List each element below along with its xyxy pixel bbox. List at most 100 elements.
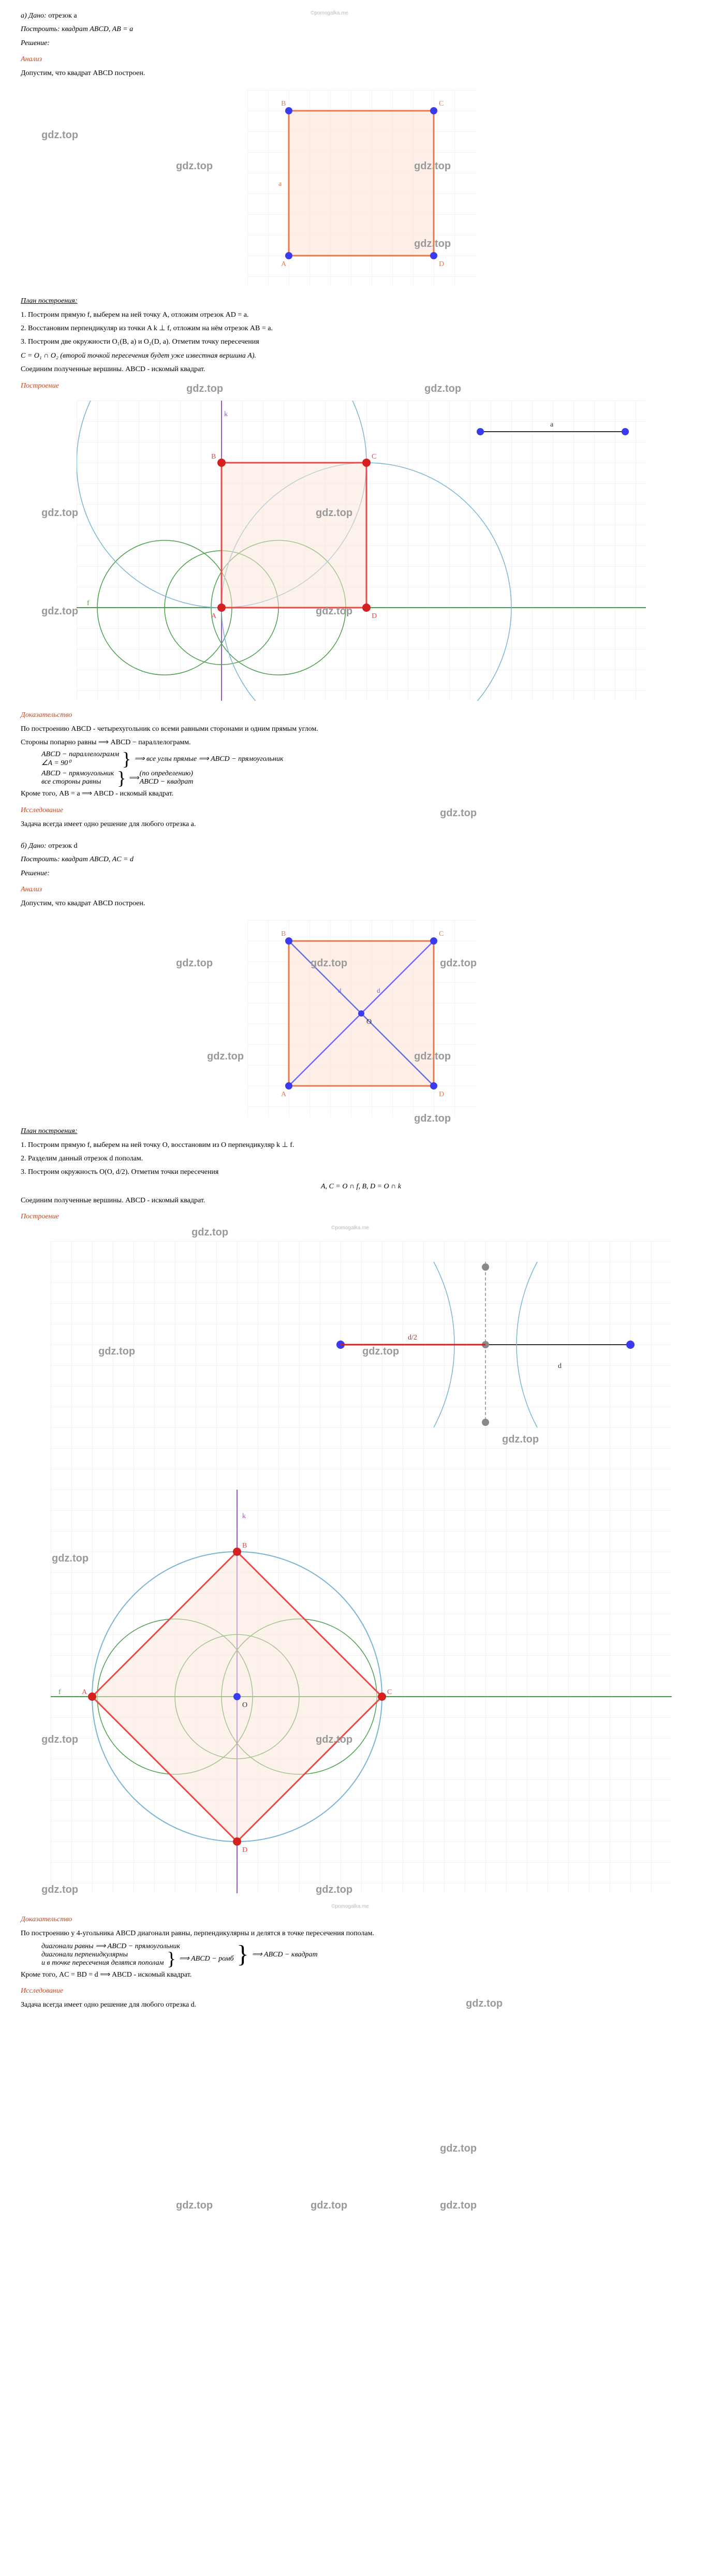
figure-2-svg: f k A D B C a [77, 401, 646, 701]
watermark: gdz.top [440, 2143, 477, 2155]
brace1-l2: ∠A = 90⁰ [41, 759, 119, 768]
build-text-b: квадрат ABCD, AC = d [60, 856, 134, 863]
svg-text:D: D [439, 260, 444, 268]
brace2-l2: все стороны равны [41, 778, 114, 786]
svg-text:a: a [278, 180, 282, 188]
figure-3-svg: A D B C O d d [247, 920, 475, 1117]
svg-text:d: d [558, 1362, 562, 1370]
brace2-l1: ABCD − прямоугольник [41, 770, 114, 778]
svg-text:C: C [439, 100, 444, 108]
svg-text:f: f [58, 1688, 61, 1696]
document-content: ©pomogalka.me а) Дано: отрезок a Построи… [0, 0, 722, 2023]
proof-line1-a: По построению ABCD - четырехугольник со … [21, 724, 701, 735]
svg-text:a: a [550, 421, 554, 429]
analysis-heading-b: Анализ [21, 886, 701, 894]
plan-conclusion-b: Соединим полученные вершины. ABCD - иско… [21, 1195, 701, 1206]
figure-3: A D B C O d d [21, 920, 701, 1117]
svg-text:C: C [372, 453, 376, 461]
build-label-a: Построить: [21, 25, 60, 33]
given-label-b: б) Дано: [21, 842, 47, 850]
figure-2: f k A D B C a [21, 401, 701, 701]
build-text-a: квадрат ABCD, AB = a [60, 25, 134, 33]
given-b: б) Дано: отрезок d [21, 841, 701, 852]
plan-heading-a: План построения: [21, 297, 701, 305]
svg-text:B: B [281, 100, 286, 108]
proof-heading-b: Доказательство [21, 1916, 701, 1924]
given-a: а) Дано: отрезок a [21, 10, 701, 22]
braceb-rinner: ⟹ ABCD − ромб [179, 1954, 234, 1963]
svg-text:B: B [242, 1542, 247, 1550]
build-a: Построить: квадрат ABCD, AB = a [21, 24, 701, 35]
proof-line1-b: По построению у 4-угольника ABCD диагона… [21, 1928, 701, 1939]
brace-icon: } [167, 1951, 176, 1966]
figure-4: d d/2 f k A C B D O [21, 1241, 701, 1893]
proof-brace2-a: ABCD − прямоугольник все стороны равны }… [41, 770, 701, 786]
solution-label-b: Решение: [21, 868, 701, 879]
build-b: Построить: квадрат ABCD, AC = d [21, 854, 701, 865]
plan-step3b-a: C = O₁ ∩ O₂ (второй точкой пересечения б… [21, 350, 701, 362]
svg-text:k: k [224, 410, 228, 418]
brace-icon: } [122, 752, 131, 767]
braceb-l2: диагонали перпенидкулярны [41, 1951, 164, 1959]
svg-text:D: D [372, 612, 377, 620]
watermark: gdz.top [176, 2200, 213, 2212]
plan-conclusion-a: Соединим полученные вершины. ABCD - иско… [21, 364, 701, 375]
proof-last-b: Кроме того, AC = BD = d ⟹ ABCD - искомый… [21, 1969, 701, 1981]
svg-text:O: O [242, 1701, 247, 1709]
given-text-a: отрезок a [47, 12, 77, 20]
watermark: gdz.top [440, 2200, 477, 2212]
svg-text:A: A [82, 1688, 87, 1696]
svg-text:k: k [242, 1512, 246, 1520]
svg-text:d: d [377, 987, 380, 994]
plan-step3-a: 3. Построим две окружности O₁(B, a) и O₂… [21, 336, 701, 348]
brace1-l1: ABCD − параллелограмм [41, 750, 119, 759]
brace1-result: ⟹ все углы прямые ⟹ ABCD − прямоугольник [134, 755, 283, 763]
figure-1-svg: A D B C a [247, 90, 475, 287]
svg-text:d/2: d/2 [408, 1334, 417, 1342]
svg-text:d: d [338, 987, 342, 994]
research-heading-a: Исследование [21, 806, 701, 815]
svg-text:O: O [366, 1018, 372, 1026]
watermark-small-2: ©pomogalka.me [331, 1225, 722, 1231]
brace-icon: } [237, 1945, 249, 1964]
construction-heading-a: Построение [21, 382, 701, 390]
analysis-text-a: Допустим, что квадрат ABCD построен. [21, 68, 701, 79]
brace2-r2: ABCD − квадрат [140, 778, 194, 786]
braceb-l3: и в точке пересечения делятся пополам [41, 1959, 164, 1967]
brace-icon: } [117, 771, 126, 786]
plan-step3b-b: A, C = O ∩ f, B, D = O ∩ k [21, 1183, 701, 1191]
given-text-b: отрезок d [47, 842, 78, 850]
plan-step2-a: 2. Восстановим перпендикуляр из точки A … [21, 323, 701, 334]
given-label-a: а) Дано: [21, 12, 47, 20]
build-label-b: Построить: [21, 856, 60, 863]
proof-heading-a: Доказательство [21, 711, 701, 719]
proof-brace1-a: ABCD − параллелограмм ∠A = 90⁰ } ⟹ все у… [41, 750, 701, 768]
svg-text:A: A [211, 612, 217, 620]
svg-text:A: A [281, 1091, 287, 1098]
plan-heading-b: План построения: [21, 1127, 701, 1136]
svg-text:C: C [387, 1688, 392, 1696]
svg-text:D: D [439, 1091, 444, 1098]
proof-brace-b: диагонали равны ⟹ ABCD − прямоугольник д… [41, 1942, 701, 1967]
braceb-l1: диагонали равны ⟹ ABCD − прямоугольник [41, 1942, 234, 1951]
plan-step1-b: 1. Построим прямую f, выберем на ней точ… [21, 1140, 701, 1151]
proof-last-a: Кроме того, AB = a ⟹ ABCD - искомый квад… [21, 788, 701, 800]
research-heading-b: Исследование [21, 1987, 701, 1995]
proof-line2-a: Стороны попарно равны ⟹ ABCD − параллело… [21, 737, 701, 748]
construction-heading-b: Построение [21, 1213, 701, 1221]
svg-text:D: D [242, 1846, 247, 1854]
brace2-r1: (по определению) [140, 770, 194, 778]
watermark: gdz.top [311, 2200, 347, 2212]
svg-text:A: A [281, 260, 287, 268]
plan-step2-b: 2. Разделим данный отрезок d пополам. [21, 1153, 701, 1165]
analysis-text-b: Допустим, что квадрат ABCD построен. [21, 898, 701, 909]
svg-text:f: f [87, 599, 90, 607]
figure-1: A D B C a [21, 90, 701, 287]
arrow-icon: ⟹ [129, 774, 140, 783]
analysis-heading-a: Анализ [21, 55, 701, 64]
svg-text:B: B [211, 453, 216, 461]
braceb-result: ⟹ ABCD − квадрат [252, 1950, 318, 1959]
watermark-small-3: ©pomogalka.me [331, 1904, 722, 1909]
plan-step1-a: 1. Построим прямую f, выберем на ней точ… [21, 310, 701, 321]
svg-text:B: B [281, 930, 286, 938]
